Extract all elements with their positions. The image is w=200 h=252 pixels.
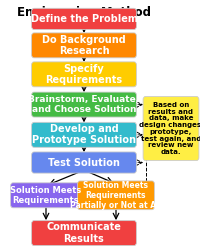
FancyBboxPatch shape bbox=[32, 92, 136, 117]
Text: Test Solution: Test Solution bbox=[48, 158, 120, 168]
Text: Solution Meets
Requirements: Solution Meets Requirements bbox=[10, 186, 82, 205]
Text: Define the Problem: Define the Problem bbox=[31, 14, 137, 24]
FancyBboxPatch shape bbox=[32, 33, 136, 58]
FancyBboxPatch shape bbox=[32, 122, 136, 147]
FancyBboxPatch shape bbox=[78, 181, 154, 210]
FancyBboxPatch shape bbox=[32, 62, 136, 87]
Text: Communicate
Results: Communicate Results bbox=[47, 223, 121, 244]
FancyBboxPatch shape bbox=[32, 8, 136, 29]
FancyBboxPatch shape bbox=[11, 183, 81, 208]
Text: Specify
Requirements: Specify Requirements bbox=[45, 64, 123, 85]
FancyBboxPatch shape bbox=[143, 97, 199, 161]
Text: Based on
results and
data, make
design changes,
prototype,
test again, and
revie: Based on results and data, make design c… bbox=[139, 102, 200, 155]
Text: Solution Meets
Requirements
Partially or Not at All: Solution Meets Requirements Partially or… bbox=[70, 181, 162, 210]
Text: Develop and
Prototype Solution: Develop and Prototype Solution bbox=[32, 124, 136, 145]
Text: Engineering Method: Engineering Method bbox=[17, 6, 151, 19]
FancyBboxPatch shape bbox=[32, 221, 136, 245]
FancyBboxPatch shape bbox=[32, 152, 136, 173]
Text: Do Background
Research: Do Background Research bbox=[42, 35, 126, 56]
Text: Brainstorm, Evaluate,
and Choose Solution: Brainstorm, Evaluate, and Choose Solutio… bbox=[28, 95, 140, 114]
